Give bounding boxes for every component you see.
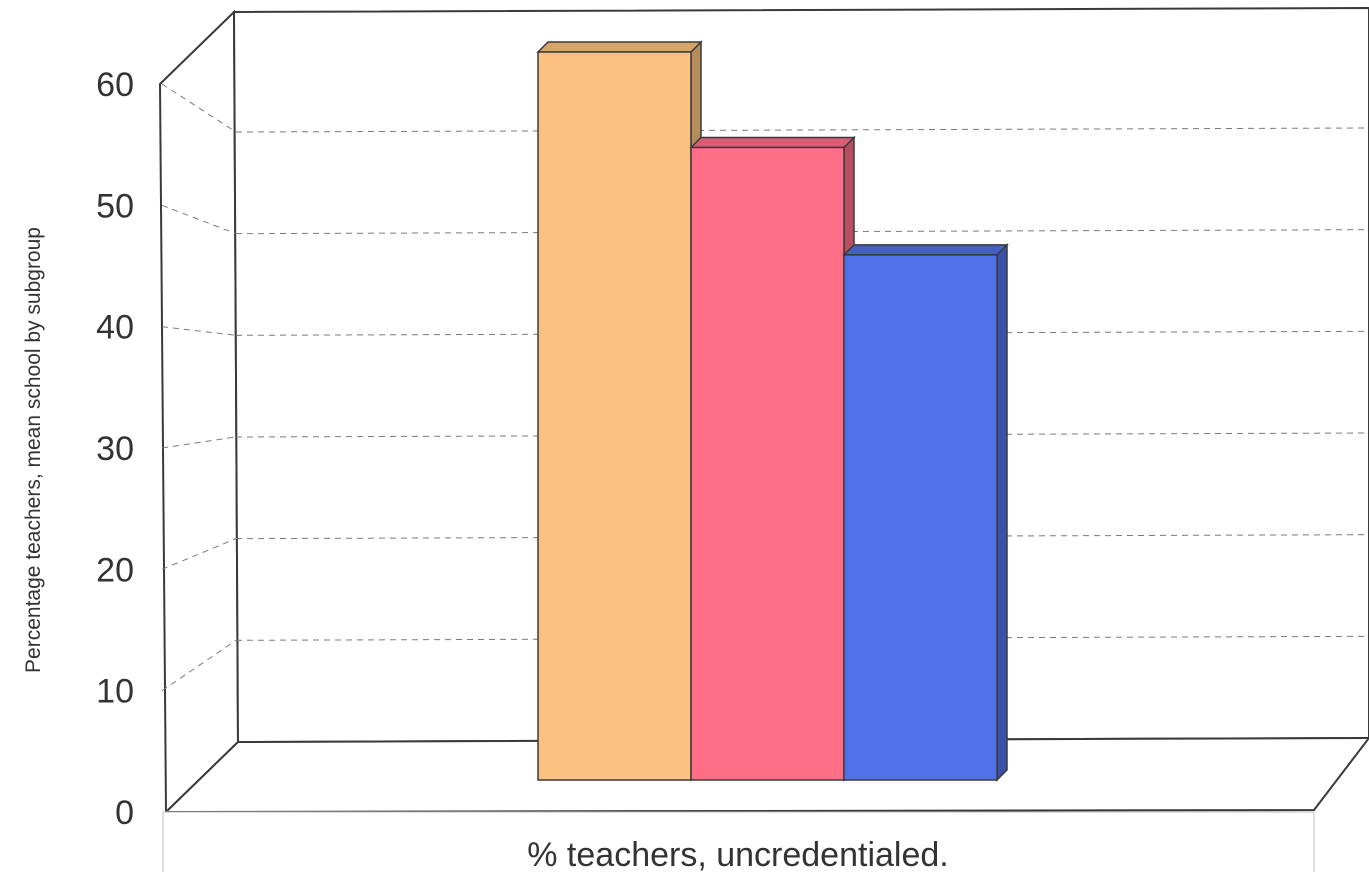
bar <box>690 146 845 781</box>
side-gridline <box>161 204 237 235</box>
y-tick-label: 50 <box>96 187 134 225</box>
bars <box>536 40 1009 782</box>
chart-side-wall <box>158 9 240 815</box>
y-axis-ticks: 0 10 20 30 40 50 60 <box>96 66 134 832</box>
side-gridline <box>161 83 237 133</box>
bar-series-2 <box>689 135 856 782</box>
bar-series-1 <box>536 40 703 782</box>
back-gridline <box>235 127 1369 133</box>
y-tick-label: 10 <box>96 673 134 711</box>
bar-series-3 <box>842 243 1009 782</box>
y-tick-label: 30 <box>96 430 134 468</box>
side-gridline <box>161 538 237 570</box>
bar-top <box>536 41 703 53</box>
y-tick-label: 0 <box>115 794 134 832</box>
side-gridline <box>161 436 237 449</box>
bar <box>537 51 692 781</box>
bar-top <box>689 136 856 149</box>
category-label: % teachers, uncredentialed. <box>527 836 948 872</box>
y-axis-label: Percentage teachers, mean school by subg… <box>22 227 45 673</box>
bar <box>843 254 998 781</box>
side-gridline <box>161 639 237 692</box>
y-tick-label: 60 <box>96 66 134 104</box>
bar-side <box>996 243 1008 782</box>
y-tick-label: 40 <box>96 309 134 347</box>
y-tick-label: 20 <box>96 551 134 589</box>
side-gridline <box>161 326 237 336</box>
bar-top <box>842 244 1009 256</box>
category-label-band <box>162 811 1315 872</box>
